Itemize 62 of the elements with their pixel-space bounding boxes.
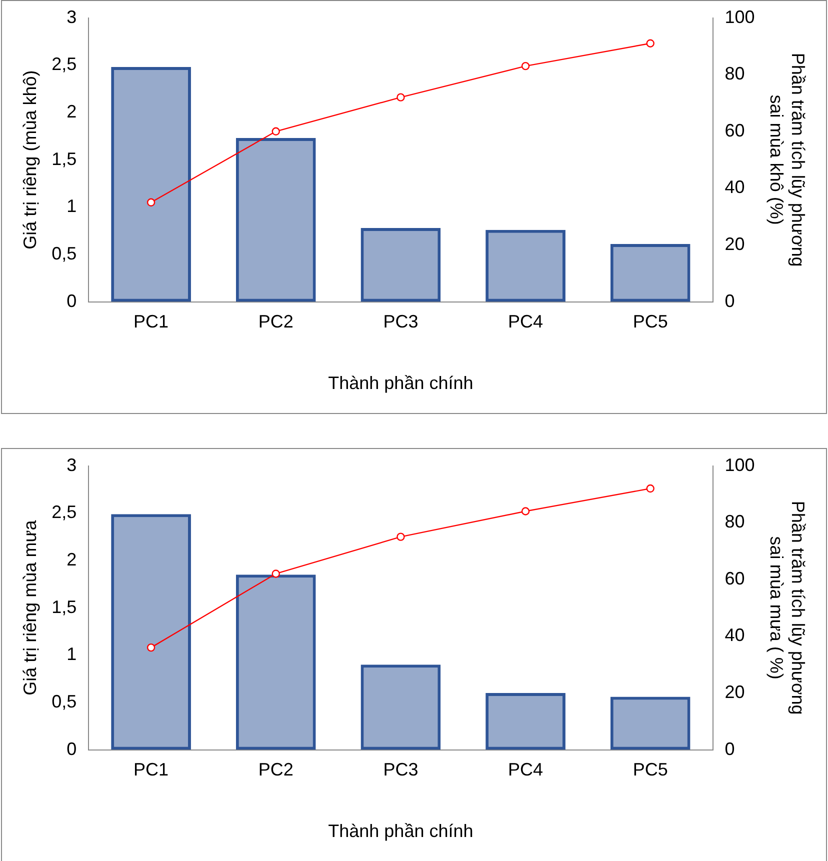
x-axis-title: Thành phần chính (328, 821, 474, 842)
y-tick-label: 0,5 (52, 691, 77, 712)
y2-tick-label: 40 (724, 177, 745, 198)
y2-tick-label: 100 (724, 6, 755, 27)
point (521, 62, 530, 70)
bar (610, 696, 690, 750)
y2-tick-label: 80 (724, 512, 745, 532)
y-tick-label: 2 (66, 549, 77, 570)
x-tick-label: PC5 (632, 312, 668, 332)
y-axis-title: Giá trị riêng mùa mưa (20, 519, 40, 696)
y2-tick-label: 20 (724, 234, 745, 254)
y2-tick-label: 40 (724, 625, 745, 646)
y2-tick-label: 0 (724, 290, 735, 311)
y2-tick-label: 20 (724, 682, 745, 702)
y-tick-label: 3 (66, 454, 77, 475)
point (521, 507, 530, 516)
point (272, 127, 280, 136)
point (396, 532, 405, 541)
y2-tick-label: 100 (724, 454, 755, 475)
y-tick-label: 1 (66, 644, 77, 664)
y2-tick-label: 60 (724, 120, 745, 140)
y-tick-label: 1 (66, 196, 77, 216)
y-tick-label: 0,5 (52, 243, 77, 264)
x-tick-label: PC4 (508, 760, 544, 780)
x-tick-label: PC2 (258, 312, 294, 332)
bar (360, 664, 441, 750)
bar (111, 514, 191, 750)
x-tick-label: PC3 (383, 312, 418, 332)
point (646, 484, 654, 493)
x-tick-label: PC1 (134, 760, 169, 780)
point (272, 570, 280, 578)
y-axis-title: Giá trị riêng (mùa khô) (20, 70, 40, 250)
y-tick-label: 2 (66, 101, 77, 122)
y2-tick-label: 0 (724, 738, 735, 759)
x-tick-label: PC2 (258, 760, 294, 780)
y-tick-label: 3 (66, 6, 77, 27)
point (646, 39, 654, 48)
x-tick-label: PC5 (632, 760, 668, 780)
y-tick-label: 1,5 (52, 596, 77, 617)
bar (236, 574, 316, 750)
y2-axis-title: Phần trăm tích lũy phương sai mùa khô (%) (766, 52, 808, 267)
bar (486, 693, 566, 750)
point (146, 643, 156, 652)
y2-tick-label: 60 (724, 568, 745, 588)
y-tick-label: 2,5 (52, 502, 77, 522)
bar (610, 244, 690, 302)
bar (111, 67, 191, 302)
x-tick-label: PC1 (134, 312, 169, 332)
y-tick-label: 0 (66, 738, 77, 759)
x-tick-label: PC3 (383, 760, 418, 780)
y-tick-label: 0 (66, 290, 77, 311)
y-tick-label: 1,5 (52, 148, 77, 169)
point (146, 198, 156, 206)
x-axis-title: Thành phần chính (328, 373, 474, 394)
point (396, 93, 405, 102)
bar (360, 228, 441, 302)
y2-axis-title: Phần trăm tích lũy phương sai mùa mưa ( %) (766, 500, 808, 715)
y-tick-label: 2,5 (52, 54, 77, 74)
y2-tick-label: 80 (724, 64, 745, 84)
bar (236, 138, 316, 302)
x-tick-label: PC4 (508, 312, 544, 332)
bar (486, 230, 566, 302)
